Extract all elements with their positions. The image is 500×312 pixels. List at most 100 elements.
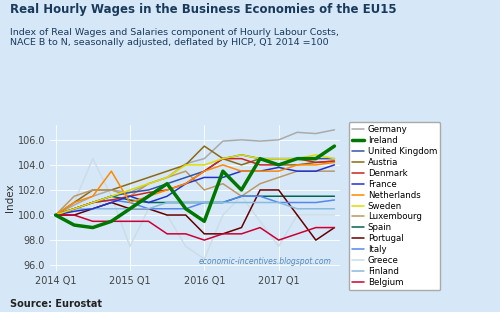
Portugal (127, 207, 133, 211)
Sweden (52, 213, 59, 217)
Sweden (71, 207, 77, 211)
United Kingdom (182, 176, 188, 179)
France (52, 213, 59, 217)
Ireland (276, 163, 281, 167)
Finland (257, 201, 263, 204)
Netherlands (108, 169, 114, 173)
Denmark (90, 201, 96, 204)
Sweden (146, 182, 152, 186)
Austria (294, 163, 300, 167)
Portugal (182, 213, 188, 217)
Italy (71, 207, 77, 211)
Netherlands (202, 169, 207, 173)
Ireland (313, 157, 319, 160)
Sweden (164, 176, 170, 179)
United Kingdom (90, 201, 96, 204)
Luxembourg (238, 194, 244, 198)
Belgium (332, 226, 338, 229)
Netherlands (220, 163, 226, 167)
France (164, 194, 170, 198)
Austria (108, 188, 114, 192)
Austria (71, 201, 77, 204)
Germany (332, 128, 338, 132)
Line: Luxembourg: Luxembourg (56, 171, 334, 215)
Ireland (52, 213, 59, 217)
Portugal (71, 213, 77, 217)
Text: Index of Real Wages and Salaries component of Hourly Labour Costs,
NACE B to N, : Index of Real Wages and Salaries compone… (10, 28, 339, 47)
Netherlands (52, 213, 59, 217)
Germany (220, 139, 226, 143)
Denmark (182, 182, 188, 186)
Austria (127, 182, 133, 186)
Denmark (332, 159, 338, 163)
Finland (146, 207, 152, 211)
Germany (90, 194, 96, 198)
Austria (52, 213, 59, 217)
Belgium (108, 219, 114, 223)
France (90, 207, 96, 211)
Portugal (146, 207, 152, 211)
Netherlands (257, 169, 263, 173)
Portugal (257, 188, 263, 192)
Denmark (146, 191, 152, 194)
Germany (52, 213, 59, 217)
Denmark (276, 163, 281, 167)
Sweden (202, 163, 207, 167)
Italy (332, 198, 338, 202)
Ireland (108, 219, 114, 223)
Denmark (52, 213, 59, 217)
Portugal (164, 213, 170, 217)
Luxembourg (257, 182, 263, 186)
Denmark (202, 169, 207, 173)
Germany (202, 157, 207, 160)
Line: Italy: Italy (56, 196, 334, 215)
Ireland (127, 207, 133, 211)
Austria (257, 157, 263, 160)
Spain (90, 201, 96, 204)
Netherlands (313, 163, 319, 167)
Text: economic-incentives.blogspot.com: economic-incentives.blogspot.com (198, 256, 332, 266)
Sweden (127, 188, 133, 192)
Portugal (313, 238, 319, 242)
Luxembourg (71, 194, 77, 198)
France (220, 176, 226, 179)
United Kingdom (52, 213, 59, 217)
Greece (238, 194, 244, 198)
Greece (276, 245, 281, 248)
Spain (164, 201, 170, 204)
France (146, 201, 152, 204)
Netherlands (146, 194, 152, 198)
Finland (182, 201, 188, 204)
Spain (182, 201, 188, 204)
Line: Ireland: Ireland (56, 146, 334, 227)
Line: Belgium: Belgium (56, 215, 334, 240)
Belgium (164, 232, 170, 236)
France (294, 169, 300, 173)
Ireland (220, 169, 226, 173)
United Kingdom (276, 157, 281, 160)
Finland (71, 207, 77, 211)
Ireland (238, 188, 244, 192)
Greece (182, 245, 188, 248)
Belgium (202, 238, 207, 242)
France (238, 169, 244, 173)
United Kingdom (332, 157, 338, 160)
Luxembourg (202, 188, 207, 192)
Germany (238, 138, 244, 142)
Greece (294, 213, 300, 217)
Finland (332, 207, 338, 211)
United Kingdom (294, 157, 300, 160)
Luxembourg (127, 194, 133, 198)
Netherlands (90, 194, 96, 198)
Denmark (127, 194, 133, 198)
Luxembourg (220, 182, 226, 186)
Italy (238, 194, 244, 198)
Germany (146, 182, 152, 186)
Austria (313, 161, 319, 164)
Denmark (71, 207, 77, 211)
Portugal (332, 226, 338, 229)
France (182, 182, 188, 186)
Portugal (90, 207, 96, 211)
Spain (294, 194, 300, 198)
Greece (202, 257, 207, 261)
